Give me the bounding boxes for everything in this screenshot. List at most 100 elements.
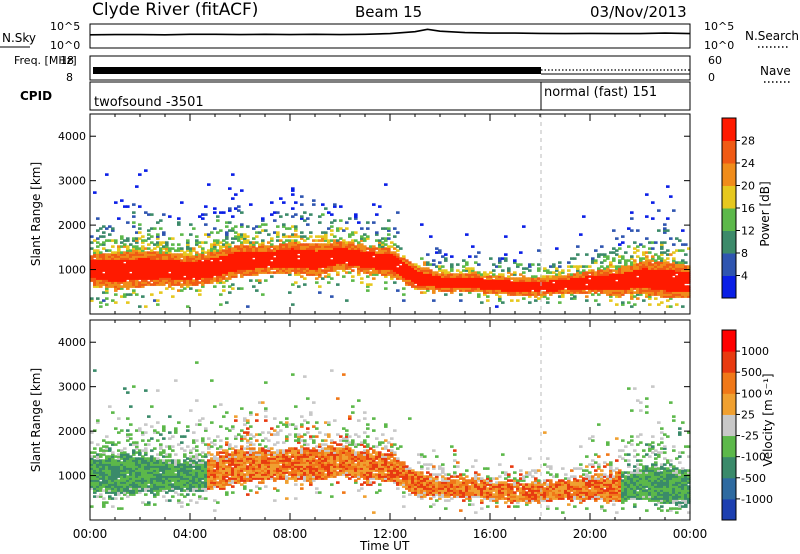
echo-cell: [240, 253, 244, 256]
echo-cell: [132, 245, 136, 248]
echo-cell: [579, 273, 583, 276]
echo-cell: [105, 479, 109, 482]
echo-cell: [192, 457, 196, 460]
echo-cell: [339, 263, 343, 266]
echo-cell: [621, 257, 625, 260]
echo-cell: [492, 285, 496, 288]
echo-cell: [294, 281, 298, 284]
echo-cell: [237, 461, 241, 464]
colorbar-tick-label: 12: [741, 225, 755, 238]
echo-cell: [432, 259, 436, 262]
echo-cell: [492, 263, 496, 266]
echo-cell: [306, 245, 310, 248]
echo-cell: [519, 281, 523, 284]
echo-cell: [312, 271, 316, 274]
echo-cell: [189, 463, 193, 466]
echo-cell: [216, 277, 220, 280]
echo-cell: [201, 271, 205, 274]
echo-cell: [600, 281, 604, 284]
echo-cell: [363, 253, 367, 256]
echo-cell: [228, 251, 232, 254]
echo-cell: [516, 283, 520, 286]
echo-cell: [219, 271, 223, 274]
echo-cell: [162, 265, 166, 268]
echo-cell: [96, 459, 100, 462]
echo-cell: [363, 263, 367, 266]
echo-cell: [429, 283, 433, 286]
echo-cell: [309, 261, 313, 264]
echo-cell: [498, 277, 502, 280]
echo-cell: [207, 261, 211, 264]
echo-cell: [150, 253, 154, 256]
echo-cell: [105, 445, 109, 448]
echo-cell: [345, 267, 349, 270]
echo-cell: [135, 463, 139, 466]
echo-cell: [543, 281, 547, 284]
echo-cell: [213, 243, 217, 246]
echo-cell: [174, 261, 178, 264]
echo-cell: [222, 243, 226, 246]
echo-cell: [240, 235, 244, 238]
echo-cell: [291, 269, 295, 272]
echo-cell: [291, 243, 295, 246]
echo-cell: [270, 267, 274, 270]
echo-cell: [192, 479, 196, 482]
echo-cell: [270, 251, 274, 254]
echo-cell: [234, 463, 238, 466]
echo-cell: [168, 261, 172, 264]
echo-cell: [216, 239, 220, 242]
echo-cell: [120, 261, 124, 264]
echo-cell: [633, 259, 637, 262]
echo-cell: [222, 485, 226, 488]
echo-cell: [174, 479, 178, 482]
echo-cell: [249, 273, 253, 276]
y-tick-label: 2000: [58, 219, 86, 232]
echo-cell: [186, 429, 190, 432]
echo-cell: [108, 257, 112, 260]
echo-cell: [645, 261, 649, 264]
echo-cell: [222, 263, 226, 266]
echo-cell: [207, 469, 211, 472]
echo-cell: [357, 253, 361, 256]
echo-cell: [99, 281, 103, 284]
echo-cell: [201, 255, 205, 258]
echo-cell: [105, 263, 109, 266]
echo-cell: [147, 237, 151, 240]
echo-cell: [633, 247, 637, 250]
echo-cell: [174, 429, 178, 432]
echo-cell: [345, 265, 349, 268]
echo-cell: [282, 271, 286, 274]
echo-cell: [243, 469, 247, 472]
echo-cell: [444, 259, 448, 262]
echo-cell: [246, 245, 250, 248]
echo-cell: [681, 261, 685, 264]
station-title: Clyde River (fitACF): [92, 0, 258, 20]
echo-cell: [219, 445, 223, 448]
echo-cell: [207, 477, 211, 480]
echo-cell: [657, 209, 661, 212]
echo-cell: [237, 433, 241, 436]
echo-cell: [687, 271, 691, 274]
echo-cell: [153, 263, 157, 266]
echo-cell: [93, 265, 97, 268]
echo-cell: [564, 279, 568, 282]
echo-cell: [282, 269, 286, 272]
echo-cell: [507, 279, 511, 282]
echo-cell: [132, 483, 136, 486]
echo-cell: [444, 273, 448, 276]
echo-cell: [201, 467, 205, 470]
echo-cell: [108, 459, 112, 462]
echo-cell: [405, 265, 409, 268]
echo-cell: [627, 281, 631, 284]
echo-cell: [435, 277, 439, 280]
echo-cell: [204, 263, 208, 266]
echo-cell: [630, 261, 634, 264]
echo-cell: [633, 265, 637, 268]
echo-cell: [594, 249, 598, 252]
echo-cell: [342, 267, 346, 270]
echo-cell: [630, 263, 634, 266]
echo-cell: [126, 487, 130, 490]
echo-cell: [216, 501, 220, 504]
echo-cell: [645, 283, 649, 286]
echo-cell: [282, 245, 286, 248]
